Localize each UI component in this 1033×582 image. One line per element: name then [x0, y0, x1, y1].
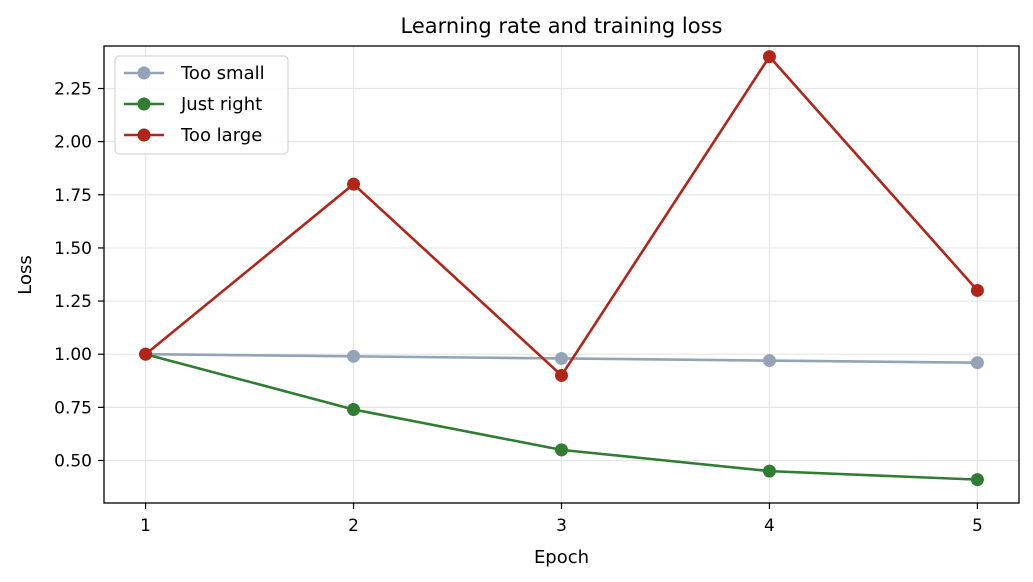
data-point-too-small	[347, 349, 361, 363]
y-tick-label: 1.25	[54, 292, 92, 312]
chart-title: Learning rate and training loss	[401, 14, 723, 38]
x-tick-label: 1	[140, 516, 151, 536]
series-too-large	[139, 50, 984, 382]
legend-swatch-marker	[137, 66, 151, 80]
y-tick-label: 0.50	[54, 451, 92, 471]
legend-label: Too small	[180, 63, 265, 84]
legend-box	[114, 55, 289, 155]
data-point-too-large	[347, 177, 361, 191]
data-point-too-small	[555, 351, 568, 365]
y-axis-label: Loss	[15, 255, 36, 294]
legend-item-too-small: Too small	[124, 63, 265, 84]
data-point-too-small	[970, 356, 984, 370]
y-tick-label: 2.00	[54, 133, 92, 153]
x-tick-label: 3	[556, 516, 567, 536]
legend-swatch-marker	[137, 128, 151, 142]
data-point-too-large	[555, 368, 568, 382]
legend-swatch-marker	[137, 97, 151, 111]
data-point-just-right	[347, 402, 361, 416]
series-layer	[139, 50, 984, 487]
data-point-just-right	[762, 464, 776, 478]
y-tick-label: 1.00	[54, 345, 92, 365]
legend-item-just-right: Just right	[124, 94, 262, 115]
data-point-too-large	[762, 50, 776, 64]
y-tick-label: 2.25	[54, 80, 92, 100]
legend: Too small Just right Too large	[114, 55, 289, 155]
x-axis-label: Epoch	[534, 547, 589, 568]
x-tick-label: 5	[972, 516, 983, 536]
x-tick-label: 2	[348, 516, 359, 536]
data-point-too-large	[970, 283, 984, 297]
data-point-just-right	[970, 473, 984, 487]
data-point-too-small	[762, 354, 776, 368]
legend-label: Just right	[180, 94, 262, 115]
x-axis-ticks: 1 2 3 4 5	[140, 503, 983, 536]
x-tick-label: 4	[764, 516, 775, 536]
y-tick-label: 0.75	[54, 398, 92, 418]
y-tick-label: 1.75	[54, 186, 92, 206]
legend-item-too-large: Too large	[124, 125, 262, 146]
series-just-right	[139, 347, 984, 487]
data-point-just-right	[555, 443, 568, 457]
y-axis-ticks: 0.50 0.75 1.00 1.25 1.50 1.75 2.00 2.25	[54, 80, 104, 471]
legend-label: Too large	[180, 125, 262, 146]
data-point-too-large	[139, 347, 153, 361]
y-tick-label: 1.50	[54, 239, 92, 259]
